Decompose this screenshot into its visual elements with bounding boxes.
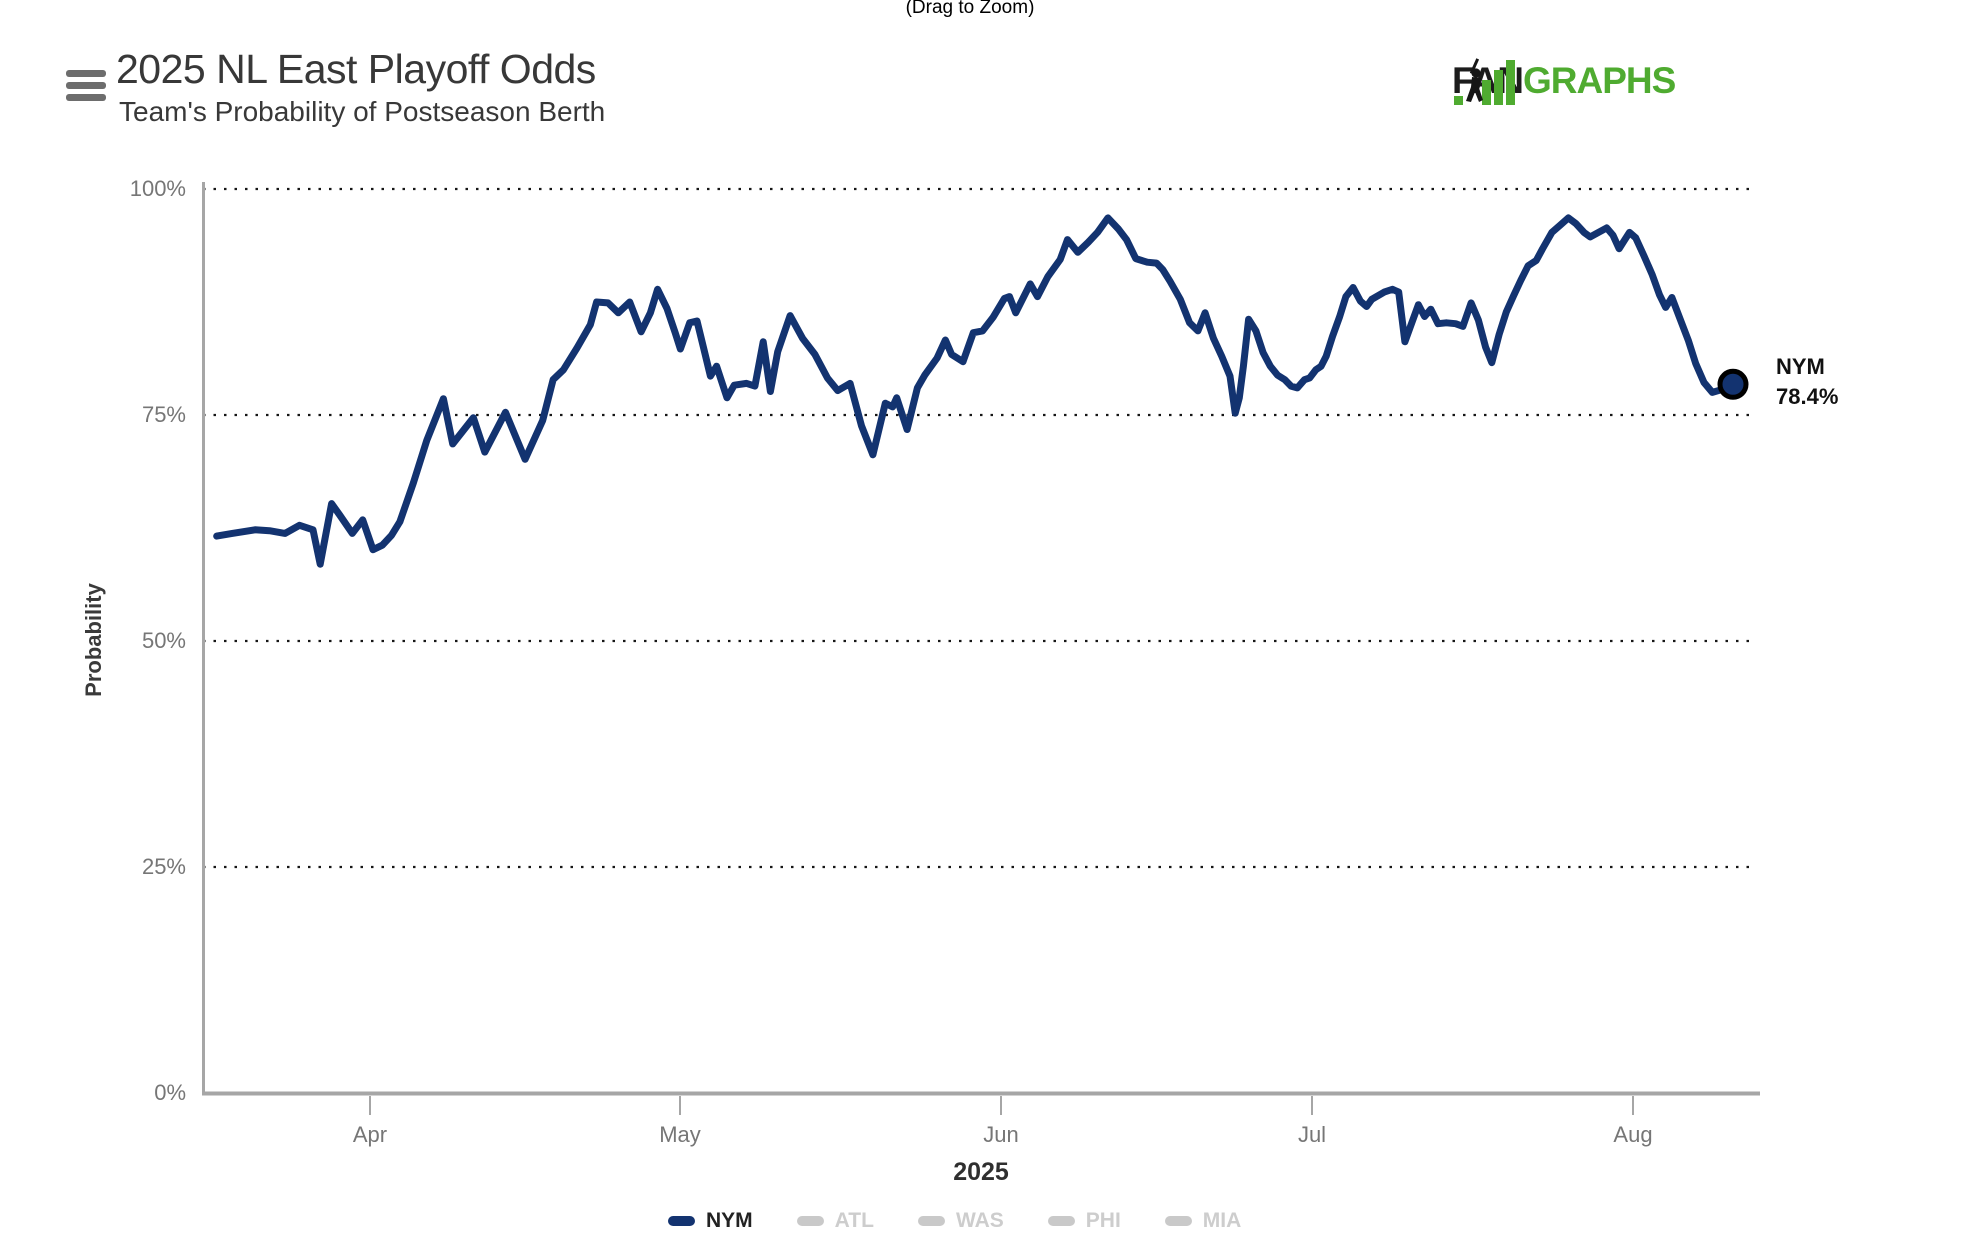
nym-endpoint-value: 78.4% — [1776, 384, 1839, 409]
legend-item-mia[interactable]: MIA — [1164, 1209, 1241, 1233]
x-tick-jun: Jun — [983, 1122, 1019, 1147]
y-tick-100: 100% — [129, 176, 186, 201]
legend-swatch-was — [917, 1216, 945, 1226]
fangraphs-logo-mark-icon — [1454, 58, 1515, 105]
legend-item-phi[interactable]: PHI — [1047, 1209, 1121, 1233]
y-tick-25: 25% — [141, 854, 186, 879]
page-title: 2025 NL East Playoff Odds — [116, 46, 596, 92]
x-axis-title: 2025 — [953, 1158, 1009, 1186]
nym-endpoint-team: NYM — [1776, 354, 1825, 379]
fangraphs-logo[interactable]: FANGRAPHS — [1452, 54, 1752, 108]
nym-endpoint-label: NYM 78.4% — [1776, 352, 1838, 412]
legend-item-nym[interactable]: NYM — [668, 1209, 753, 1233]
nym-series-line[interactable] — [213, 214, 1737, 568]
legend: NYM ATL WAS PHI MIA — [668, 1209, 1241, 1233]
legend-swatch-phi — [1047, 1216, 1075, 1226]
x-tick-may: May — [659, 1122, 701, 1147]
legend-swatch-mia — [1164, 1216, 1192, 1226]
legend-swatch-nym — [668, 1216, 695, 1226]
legend-item-was[interactable]: WAS — [917, 1209, 1004, 1233]
batter-silhouette-icon — [1466, 58, 1483, 102]
page-subtitle: Team's Probability of Postseason Berth — [119, 96, 606, 127]
y-tick-50: 50% — [141, 628, 186, 653]
drag-to-zoom-hint: (Drag to Zoom) — [905, 0, 1035, 18]
nym-endpoint-marker[interactable] — [1717, 368, 1749, 400]
y-tick-0: 0% — [154, 1080, 186, 1105]
x-tick-jul: Jul — [1297, 1122, 1327, 1147]
y-tick-75: 75% — [141, 402, 186, 427]
x-tick-aug: Aug — [1613, 1122, 1653, 1147]
x-tick-apr: Apr — [352, 1122, 388, 1147]
legend-item-atl[interactable]: ATL — [796, 1209, 874, 1233]
chart-menu-hamburger-icon[interactable] — [66, 70, 106, 101]
legend-swatch-atl — [796, 1216, 824, 1226]
